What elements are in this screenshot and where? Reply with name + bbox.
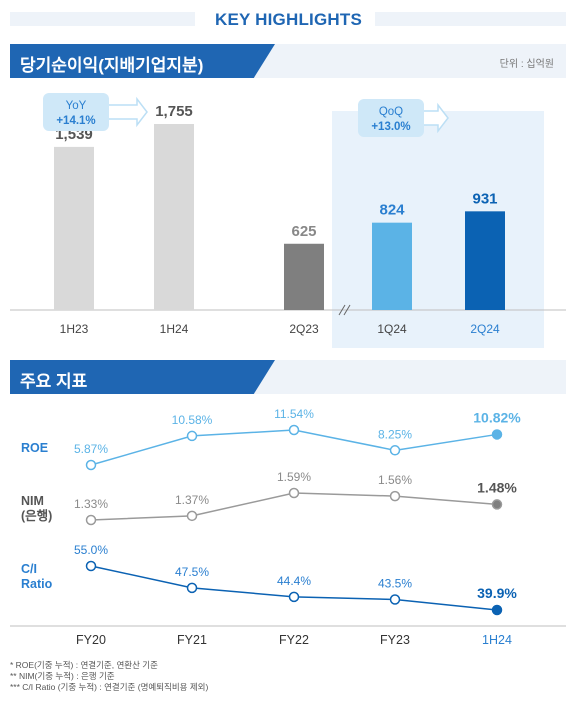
- highlight-panel: [332, 111, 544, 348]
- title-rule-right: [375, 12, 566, 26]
- qoq-badge-value: +13.0%: [371, 121, 410, 133]
- x-tick-label: FY21: [177, 633, 207, 647]
- footnote-ci: *** C/I Ratio (기중 누적) : 연결기준 (명예퇴직비용 제외): [10, 682, 209, 692]
- footnotes: * ROE(기중 누적) : 연결기준, 연환산 기준 ** NIM(기중 누적…: [10, 660, 208, 693]
- data-point: [491, 604, 503, 616]
- unit-label: 단위 : 십억원: [499, 59, 554, 70]
- data-label: 55.0%: [74, 543, 108, 557]
- h-bar-1H23: [54, 146, 94, 310]
- h-bar-1H24: [154, 124, 194, 310]
- data-label: 11.54%: [274, 407, 314, 421]
- section-band: [10, 44, 275, 78]
- data-point: [491, 499, 503, 510]
- data-point: [389, 445, 401, 456]
- key-indicators-line-chart: 5.87% 10.58% 11.54% 8.25% 10.82% 1.33% 1.37% 1.…: [10, 407, 566, 647]
- footnote-nim: ** NIM(기중 누적) : 은행 기준: [10, 671, 115, 681]
- q-category-label: 2Q23: [289, 322, 319, 336]
- section-header-net-income: 당기순이익(지배기업지분) 단위 : 십억원: [10, 44, 566, 78]
- net-income-bar-chart: 1,5391H231,7551H246252Q238241Q249312Q24Y…: [10, 93, 566, 348]
- x-tick-label: 1H24: [482, 633, 512, 647]
- x-tick-label: FY20: [76, 633, 106, 647]
- title-rule-left: [10, 12, 195, 26]
- qoq-badge-label: QoQ: [379, 106, 403, 118]
- h-category-label: 1H24: [160, 322, 189, 336]
- series-labels: ROE NIM (은행) C/I Ratio: [0, 395, 577, 655]
- q-category-label: 2Q24: [470, 322, 500, 336]
- section-band: [10, 360, 275, 394]
- q-bar-1Q24: [372, 222, 412, 310]
- h-category-label: 1H23: [60, 322, 89, 336]
- data-label: 1.56%: [378, 473, 412, 487]
- q-bar-2Q23: [284, 243, 324, 310]
- data-point: [186, 582, 198, 594]
- q-value-label: 824: [379, 202, 405, 219]
- data-point: [389, 490, 401, 502]
- data-label: 1.48%: [477, 479, 517, 495]
- data-point: [85, 514, 97, 526]
- q-bar-2Q24: [465, 211, 505, 310]
- data-point: [85, 459, 97, 471]
- axis-break-mark: [343, 304, 351, 316]
- data-point: [85, 560, 97, 572]
- yoy-badge-value: +14.1%: [56, 115, 95, 127]
- data-point: [491, 429, 503, 440]
- section-title-net-income: 당기순이익(지배기업지분): [20, 56, 204, 75]
- data-point: [186, 430, 198, 442]
- data-label: 44.4%: [277, 574, 311, 588]
- section-title-key-indicators: 주요 지표: [20, 372, 88, 391]
- data-label: 47.5%: [175, 565, 209, 579]
- series-name-label: NIM (은행): [21, 494, 53, 523]
- data-point: [186, 510, 198, 522]
- yoy-arrow-icon: [107, 96, 148, 128]
- axis-break-mark: [338, 304, 346, 316]
- data-point: [288, 591, 300, 603]
- data-point: [288, 424, 300, 436]
- data-label: 8.25%: [378, 427, 412, 441]
- data-label: 10.58%: [172, 413, 213, 427]
- page-title: KEY HIGHLIGHTS: [214, 10, 362, 29]
- q-category-label: 1Q24: [377, 322, 407, 336]
- data-label: 10.82%: [473, 409, 521, 425]
- data-point: [389, 594, 401, 605]
- data-label: 1.33%: [74, 497, 108, 511]
- q-value-label: 931: [472, 190, 497, 207]
- qoq-arrow-icon: [422, 102, 449, 134]
- section-header-key-indicators: 주요 지표: [10, 360, 566, 394]
- data-label: 43.5%: [378, 577, 412, 591]
- h-value-label: 1,755: [155, 103, 193, 120]
- data-label: 1.37%: [175, 493, 209, 507]
- series-name-label: C/I Ratio: [21, 562, 53, 591]
- data-point: [288, 487, 300, 499]
- series-name-label: ROE: [21, 441, 49, 455]
- qoq-badge: [358, 99, 424, 137]
- yoy-badge: [43, 93, 109, 131]
- data-label: 1.59%: [277, 470, 311, 484]
- data-label: 39.9%: [477, 585, 517, 601]
- q-value-label: 625: [291, 223, 316, 240]
- main-title: KEY HIGHLIGHTS: [0, 4, 577, 34]
- yoy-badge-label: YoY: [66, 100, 87, 112]
- x-tick-label: FY22: [279, 633, 309, 647]
- data-label: 5.87%: [74, 442, 108, 456]
- x-tick-label: FY23: [380, 633, 410, 647]
- footnote-roe: * ROE(기중 누적) : 연결기준, 연환산 기준: [10, 660, 158, 670]
